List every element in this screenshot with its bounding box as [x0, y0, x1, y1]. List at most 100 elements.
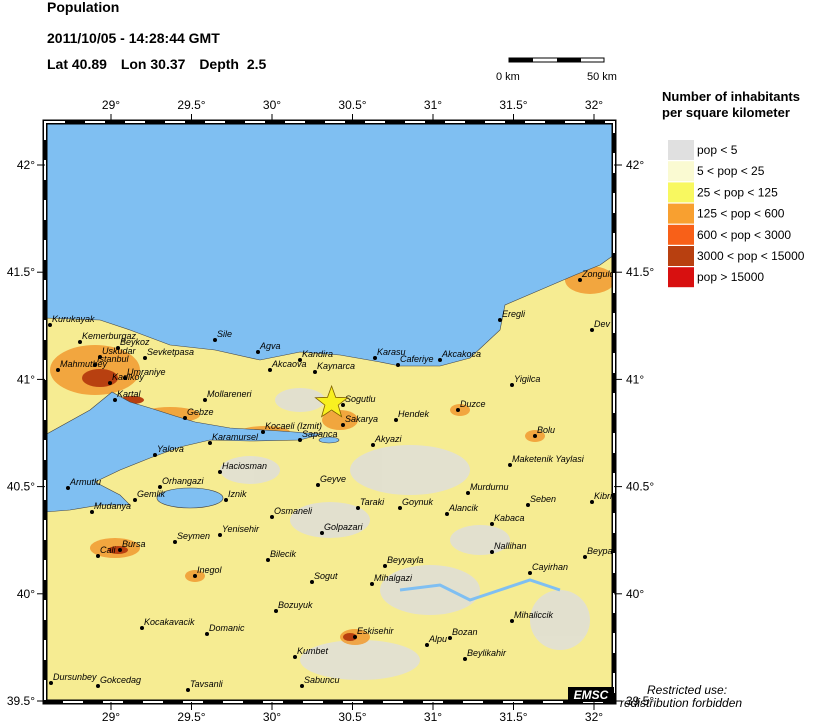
place-dot — [313, 370, 317, 374]
legend-label: 25 < pop < 125 — [697, 185, 778, 199]
place-name: Bozuyuk — [278, 600, 313, 610]
place-name: Beyyayla — [387, 555, 424, 565]
place-dot — [310, 580, 314, 584]
notice: redistribution forbidden — [620, 696, 742, 710]
lat-tick-label: 39.5° — [626, 694, 654, 708]
place-dot — [510, 619, 514, 623]
place-dot — [153, 453, 157, 457]
place-name: Kandira — [302, 349, 333, 359]
legend-swatch — [668, 267, 694, 288]
place-name: Maketenik Yaylasi — [512, 454, 585, 464]
place-name: Beykoz — [120, 337, 150, 347]
legend-title: Number of inhabitants — [662, 89, 800, 104]
place-name: Kocaeli (Izmit) — [265, 421, 322, 431]
logo: EMSC — [574, 688, 609, 702]
sapanca-lake — [318, 436, 340, 444]
place-dot — [370, 582, 374, 586]
place-dot — [356, 506, 360, 510]
place-name: Akyazi — [374, 434, 403, 444]
place-name: Bolu — [537, 425, 555, 435]
lat-tick-label: 41° — [17, 372, 35, 386]
scale-bar: 0 km 50 km — [496, 57, 617, 83]
legend-label: pop > 15000 — [697, 270, 764, 284]
place-dot — [394, 418, 398, 422]
legend-swatch — [668, 203, 694, 224]
place-name: Sogut — [314, 571, 338, 581]
lon-tick-label: 29° — [102, 710, 120, 723]
place-name: Kibris — [594, 491, 617, 501]
lon-tick-label: 32° — [585, 710, 603, 723]
lon-tick-label: 32° — [585, 98, 603, 112]
place-dot — [116, 346, 120, 350]
place-dot — [113, 398, 117, 402]
place-name: Murdurnu — [470, 482, 509, 492]
epicenter-star — [314, 384, 349, 418]
place-dot — [96, 684, 100, 688]
place-name: Alpu — [428, 634, 447, 644]
place-name: Nallihan — [494, 541, 527, 551]
lat-tick-label: 40.5° — [626, 480, 654, 494]
place-dot — [118, 548, 122, 552]
place-name: Beylikahir — [467, 648, 507, 658]
place-name: Yigilca — [514, 374, 540, 384]
legend-label: 125 < pop < 600 — [697, 207, 785, 221]
place-name: Dursunbey — [53, 672, 97, 682]
map-body: Kurukayak KemerburgazBeykozUskudarIstanbu… — [45, 122, 625, 702]
place-name: Duzce — [460, 399, 486, 409]
lon-tick-label: 31° — [424, 710, 442, 723]
place-dot — [508, 463, 512, 467]
lat-tick-label: 41.5° — [626, 265, 654, 279]
notice: Restricted use: — [647, 683, 727, 697]
place-dot — [274, 609, 278, 613]
place-name: Zonguldak — [581, 269, 625, 279]
depth-value: 2.5 — [247, 56, 267, 72]
place-name: Cali — [100, 545, 117, 555]
place-name: Kabaca — [494, 513, 525, 523]
place-dot — [316, 483, 320, 487]
place-name: Eregli — [502, 309, 526, 319]
place-name: Seben — [530, 494, 556, 504]
lon-tick-label: 30.5° — [338, 710, 366, 723]
legend-label: 600 < pop < 3000 — [697, 228, 791, 242]
place-dot — [528, 571, 532, 575]
lon-tick-label: 31.5° — [499, 710, 527, 723]
place-name: Kartal — [117, 389, 142, 399]
place-name: Sabuncu — [304, 675, 340, 685]
place-dot — [133, 498, 137, 502]
place-dot — [490, 550, 494, 554]
lat-tick-label: 40° — [17, 587, 35, 601]
place-dot — [320, 531, 324, 535]
place-name: Alancik — [448, 503, 479, 513]
place-dot — [205, 632, 209, 636]
place-name: Domanic — [209, 623, 245, 633]
place-name: Mihaliccik — [514, 610, 554, 620]
place-name: Haciosman — [222, 461, 267, 471]
lat-tick-label: 41.5° — [7, 265, 35, 279]
place-dot — [183, 416, 187, 420]
place-dot — [218, 470, 222, 474]
place-dot — [78, 340, 82, 344]
place-dot — [583, 555, 587, 559]
place-dot — [533, 434, 537, 438]
lat-tick-label: 40° — [626, 587, 644, 601]
place-dot — [298, 358, 302, 362]
place-name: Tavsanli — [190, 679, 224, 689]
place-dot — [140, 626, 144, 630]
place-dot — [463, 657, 467, 661]
place-dot — [298, 438, 302, 442]
epicenter-info: Lat 40.89 Lon 30.37 Depth 2.5 — [47, 56, 267, 72]
place-dot — [373, 356, 377, 360]
place-name: Sapanca — [302, 429, 338, 439]
place-dot — [353, 635, 357, 639]
place-dot — [293, 655, 297, 659]
lon-tick-label: 30° — [263, 98, 281, 112]
place-dot — [490, 522, 494, 526]
scale-end: 50 km — [587, 71, 617, 83]
place-name: Caferiye — [400, 354, 434, 364]
place-dot — [193, 574, 197, 578]
place-name: Goynuk — [402, 497, 434, 507]
places: Kurukayak KemerburgazBeykozUskudarIstanbu… — [48, 269, 625, 692]
place-dot — [590, 500, 594, 504]
lon-tick-label: 29.5° — [177, 710, 205, 723]
